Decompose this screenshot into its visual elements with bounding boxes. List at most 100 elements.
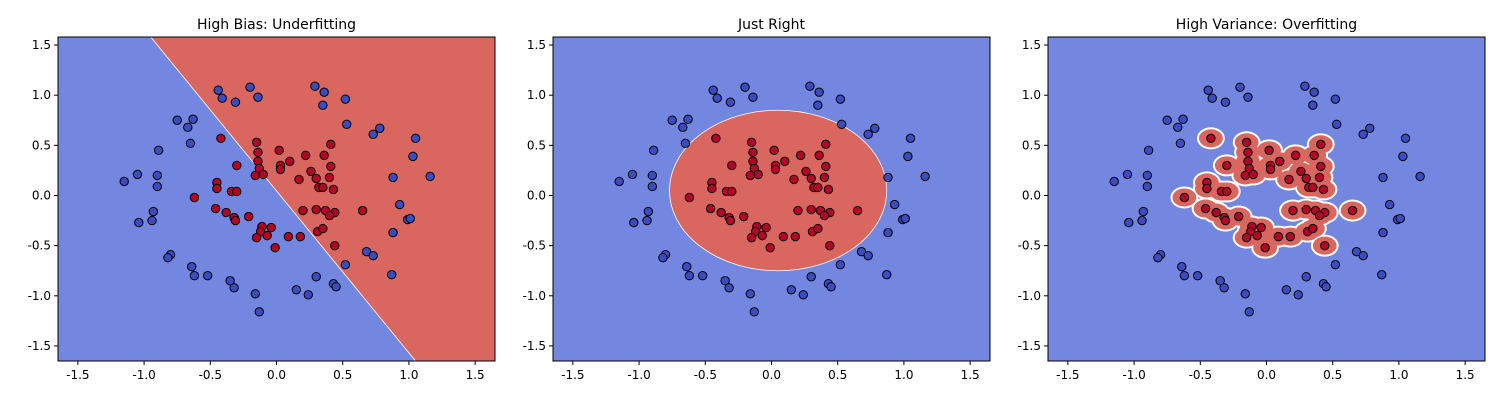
point-class1: [1273, 231, 1284, 242]
point-class0: [187, 262, 197, 272]
point-class0: [1235, 82, 1245, 92]
point-class1: [770, 164, 781, 175]
point-class1: [806, 204, 816, 215]
panel-title: Just Right: [737, 17, 806, 33]
point-class1: [221, 207, 231, 218]
point-class1: [253, 147, 263, 158]
x-tick-label: 0.0: [762, 368, 781, 382]
point-class1: [210, 203, 221, 214]
point-class0: [341, 119, 352, 129]
point-class0: [1281, 285, 1292, 295]
point-class0: [1398, 151, 1408, 162]
point-class0: [749, 307, 759, 317]
point-class0: [1415, 171, 1425, 182]
point-class1: [294, 174, 304, 185]
point-class0: [682, 262, 692, 272]
point-class1: [306, 166, 316, 177]
point-class1: [326, 139, 336, 150]
point-class1: [761, 222, 771, 233]
point-class1: [251, 232, 262, 243]
point-class0: [318, 100, 328, 110]
x-tick-label: -1.5: [1056, 368, 1079, 382]
point-class0: [394, 199, 405, 210]
region-class1: [150, 37, 495, 361]
point-class1: [1320, 240, 1330, 251]
point-class1: [769, 145, 779, 156]
point-class1: [251, 137, 262, 148]
point-class0: [836, 119, 847, 129]
point-class1: [813, 223, 823, 234]
point-class0: [148, 206, 159, 217]
point-class0: [1162, 115, 1172, 125]
point-class0: [870, 123, 880, 133]
y-tick-label: 1.5: [527, 38, 546, 52]
point-class0: [405, 213, 415, 224]
point-class0: [172, 115, 182, 125]
point-class0: [410, 133, 421, 144]
point-class0: [748, 92, 758, 102]
point-class0: [684, 271, 695, 281]
point-class1: [801, 166, 811, 177]
point-class1: [806, 173, 816, 184]
point-class1: [745, 170, 756, 181]
panel-title: High Bias: Underfitting: [197, 17, 356, 33]
point-class0: [658, 252, 668, 263]
point-class0: [1203, 85, 1213, 95]
point-class1: [1309, 150, 1319, 161]
point-class0: [319, 87, 329, 97]
point-class0: [725, 97, 736, 107]
point-class0: [835, 94, 846, 104]
point-class1: [266, 222, 276, 233]
point-class0: [1219, 283, 1229, 293]
point-class1: [780, 156, 790, 167]
point-class1: [1202, 183, 1212, 194]
point-class1: [746, 137, 757, 148]
point-class0: [798, 290, 808, 300]
point-class0: [1365, 123, 1375, 133]
point-class0: [814, 87, 824, 97]
point-class0: [1207, 93, 1217, 103]
point-class1: [318, 223, 328, 234]
y-tick-label: 1.5: [32, 38, 51, 52]
point-class1: [793, 205, 803, 216]
point-class0: [202, 271, 213, 281]
point-class1: [1301, 204, 1311, 215]
point-class1: [711, 133, 721, 144]
point-class1: [262, 230, 272, 241]
point-class0: [408, 151, 418, 162]
y-tick-label: 0.5: [527, 138, 546, 152]
point-class1: [230, 215, 241, 226]
point-class1: [1284, 174, 1294, 185]
point-class0: [643, 206, 654, 217]
point-class1: [814, 150, 824, 161]
panel-just-right: Just Right -1.5 -1.0 -0.5 0.0 0.5 1.0 1.5 -1.5 -…: [523, 17, 991, 382]
y-tick-label: 0.5: [1022, 138, 1041, 152]
point-class0: [1215, 276, 1225, 286]
point-class1: [1256, 222, 1266, 233]
point-class1: [318, 182, 328, 193]
point-class0: [1400, 133, 1411, 144]
point-class1: [1318, 184, 1329, 195]
point-class0: [805, 81, 815, 91]
point-class1: [1220, 215, 1231, 226]
point-class1: [1314, 210, 1325, 221]
point-class1: [1222, 186, 1232, 197]
region-class0: [1048, 37, 1485, 361]
point-class1: [258, 169, 268, 180]
point-class1: [1200, 203, 1211, 214]
point-class1: [1206, 133, 1216, 144]
point-class1: [821, 161, 831, 172]
y-tick-label: 1.0: [1022, 88, 1041, 102]
point-class0: [253, 92, 263, 102]
point-class0: [889, 199, 900, 210]
y-tick-label: 0.5: [32, 138, 51, 152]
point-class0: [900, 213, 910, 224]
point-class0: [1109, 176, 1119, 187]
point-class1: [757, 230, 767, 241]
point-class0: [614, 176, 624, 187]
point-class1: [324, 210, 335, 221]
point-class1: [813, 182, 823, 193]
point-class1: [852, 205, 863, 216]
decision-region: [669, 109, 888, 272]
point-class0: [678, 122, 688, 132]
